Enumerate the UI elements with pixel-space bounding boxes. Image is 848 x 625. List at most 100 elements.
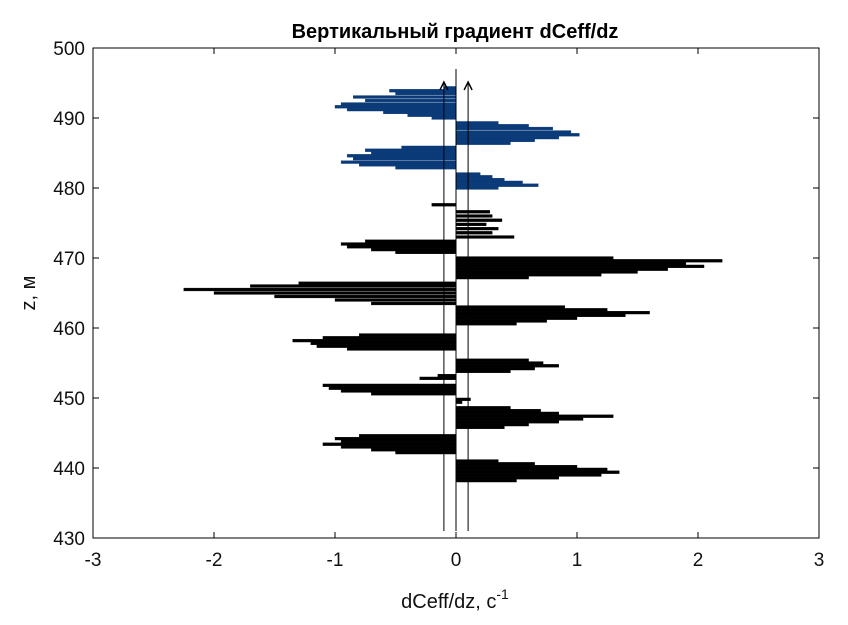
bar-s0-28 [455,175,493,179]
bar-s1-63 [334,436,457,441]
bar-s1-26 [334,298,457,302]
bar-s1-12 [395,250,457,254]
bar-s0-19 [401,145,457,149]
bar-s1-21 [298,281,457,285]
x-axis: -3 -2 -1 0 1 2 3 [85,48,825,571]
bar-s1-13 [455,256,614,260]
bar-s1-40 [346,347,457,351]
y-tick-label-4: 470 [53,249,85,270]
bar-s1-3 [455,218,503,222]
bar-s1-31 [455,313,626,318]
bar-s1-38 [310,341,457,346]
bar-s1-19 [455,273,602,277]
bar-s0-2 [395,91,457,96]
bar-s0-20 [365,148,457,152]
y-axis-title: z, м [18,276,40,311]
bar-s0-25 [359,163,457,167]
x-tick-label-6: 3 [814,550,825,571]
bar-s1-30 [455,310,650,315]
y-tick-label-3: 460 [53,319,85,340]
bar-s1-46 [437,373,457,378]
x-tick-label-4: 1 [572,550,583,571]
bar-s0-32 [455,186,499,190]
bar-s0-4 [365,98,457,103]
bar-s1-32 [455,316,578,320]
bar-s0-30 [455,180,523,184]
bar-s0-7 [346,108,457,112]
bar-s0-12 [455,124,529,128]
bar-s1-28 [455,305,566,309]
bar-s0-6 [334,105,457,109]
bar-s0-5 [340,102,457,106]
bar-s0-14 [455,130,572,134]
bar-s1-29 [455,308,608,312]
bar-s0-3 [352,95,457,99]
x-tick-label-0: -3 [85,550,102,571]
bar-s1-73 [455,470,620,474]
bar-s1-50 [340,389,457,393]
bar-s1-17 [455,267,668,271]
bar-s1-4 [455,222,487,226]
bar-s0-13 [455,126,553,131]
bar-s1-68 [395,450,457,455]
bar-s1-67 [371,448,457,452]
bar-s1-59 [455,420,559,424]
bar-s1-33 [455,319,547,323]
bar-s1-7 [455,235,515,239]
y-axis: 430 440 450 460 470 480 490 500 [53,39,819,550]
bar-s1-76 [455,478,517,483]
bar-s1-60 [455,422,529,427]
x-tick-label-2: -1 [327,550,344,571]
bar-s0-15 [455,133,580,137]
bar-s1-66 [340,445,457,449]
bar-s1-9 [340,242,457,246]
bar-s1-62 [359,434,457,438]
y-tick-label-1: 440 [53,459,85,480]
bar-s1-48 [322,383,457,388]
bar-s0-29 [455,177,505,182]
bar-s1-35 [359,333,457,337]
bar-s1-45 [455,369,511,374]
bar-s1-10 [346,245,457,249]
bar-s1-8 [365,239,457,243]
bar-s0-9 [407,113,457,117]
bar-s1-41 [455,358,529,362]
bar-s1-71 [455,464,578,469]
bar-s1-43 [455,364,559,368]
y-tick-label-0: 430 [53,529,85,550]
bars-layer [183,86,723,483]
bar-s0-21 [371,151,457,155]
bar-s1-37 [292,338,457,343]
bar-s1-24 [213,291,457,295]
bar-s1-69 [455,459,499,463]
bar-s0-16 [455,135,559,140]
y-tick-label-7: 500 [53,39,85,60]
bar-s1-22 [250,284,457,288]
y-tick-label-6: 490 [53,109,85,130]
bar-s1-55 [455,408,541,413]
x-tick-label-1: -2 [206,550,223,571]
bar-s1-34 [455,322,517,326]
bar-s0-24 [340,160,457,164]
bar-s0-1 [389,89,457,93]
bar-s1-25 [274,294,457,299]
bar-s1-47 [419,376,457,381]
bar-s0-23 [352,156,457,161]
bar-s1-51 [371,392,457,396]
bar-s1-61 [455,425,505,430]
x-axis-title-text: dCeff/dz, c [401,591,496,613]
bar-s0-11 [455,121,499,125]
bar-s1-64 [340,439,457,444]
bar-s1-5 [455,226,499,231]
bar-s1-1 [455,210,491,214]
bar-s1-58 [455,417,584,421]
bar-s1-20 [455,275,529,280]
x-tick-label-5: 2 [693,550,704,571]
threshold-lines [439,69,473,531]
bar-s1-39 [316,344,457,348]
x-tick-label-3: 0 [451,550,462,571]
bar-s1-49 [328,386,457,390]
bar-s1-75 [455,476,559,480]
bar-s0-18 [455,141,511,145]
